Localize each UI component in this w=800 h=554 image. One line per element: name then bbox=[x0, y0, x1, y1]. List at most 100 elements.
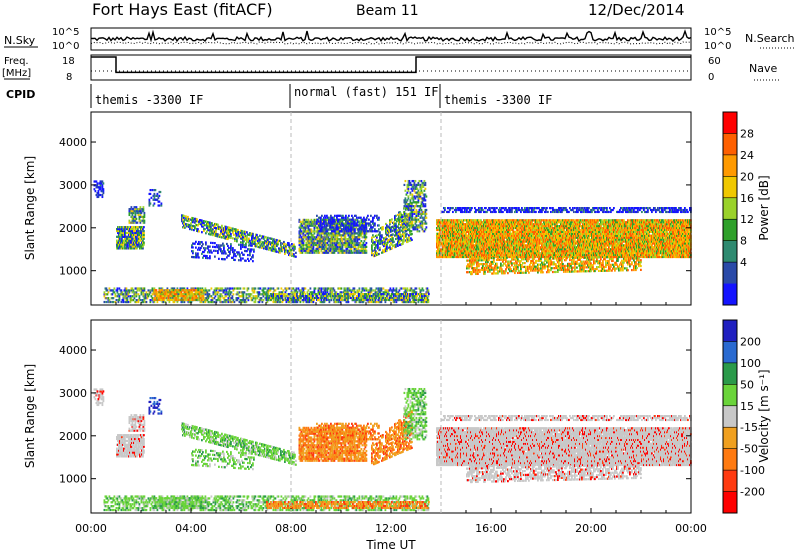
power-cell bbox=[301, 232, 304, 235]
power-cell bbox=[320, 232, 323, 235]
power-cell bbox=[465, 248, 467, 251]
power-cell bbox=[232, 249, 234, 252]
power-cell bbox=[311, 224, 314, 227]
power-cell bbox=[228, 232, 230, 235]
power-cell bbox=[458, 242, 460, 245]
power-cell bbox=[424, 183, 427, 187]
power-cell bbox=[119, 245, 121, 248]
power-cell bbox=[417, 201, 420, 204]
power-cell bbox=[502, 228, 504, 232]
power-cell bbox=[354, 240, 357, 243]
power-cell bbox=[402, 240, 404, 243]
power-cell bbox=[548, 252, 550, 255]
power-cell bbox=[119, 229, 121, 233]
power-cell bbox=[340, 234, 343, 237]
power-cell bbox=[322, 236, 325, 239]
power-cell bbox=[489, 228, 491, 232]
power-cell bbox=[500, 228, 502, 232]
power-cell bbox=[332, 236, 335, 239]
power-cell bbox=[207, 245, 209, 248]
power-cell bbox=[530, 230, 532, 234]
power-cell bbox=[141, 237, 143, 240]
power-cell bbox=[478, 219, 480, 222]
power-cell bbox=[521, 236, 523, 239]
power-cell bbox=[119, 231, 121, 235]
power-cell bbox=[504, 228, 506, 232]
power-cell bbox=[444, 221, 446, 224]
power-cell bbox=[356, 251, 359, 254]
power-cell bbox=[402, 242, 404, 245]
power-cell bbox=[259, 234, 261, 237]
power-cell bbox=[455, 255, 457, 259]
power-cell bbox=[334, 234, 337, 237]
power-cell bbox=[386, 245, 388, 248]
power-cell bbox=[232, 250, 234, 254]
power-cell bbox=[315, 251, 318, 254]
power-cell bbox=[407, 183, 410, 187]
power-cell bbox=[464, 248, 466, 251]
power-cell bbox=[301, 240, 304, 243]
power-cell bbox=[478, 234, 480, 237]
power-cell bbox=[531, 221, 533, 224]
power-cell bbox=[208, 249, 210, 252]
power-cell bbox=[450, 238, 452, 241]
power-cell bbox=[495, 246, 497, 249]
power-cell bbox=[206, 230, 208, 233]
power-cell bbox=[341, 220, 344, 223]
power-cell bbox=[377, 245, 379, 248]
power-cell bbox=[336, 216, 338, 219]
power-cell bbox=[531, 230, 533, 234]
power-cell bbox=[325, 243, 328, 247]
power-cell bbox=[479, 248, 481, 251]
power-cell bbox=[490, 255, 492, 259]
power-cell bbox=[371, 220, 373, 223]
power-cell bbox=[456, 238, 458, 241]
power-cell bbox=[334, 247, 337, 250]
power-cell bbox=[477, 246, 479, 249]
power-cell bbox=[525, 246, 527, 249]
power-cell bbox=[298, 230, 301, 233]
power-cell bbox=[498, 221, 500, 224]
power-cell bbox=[272, 245, 274, 248]
power-cell bbox=[205, 254, 207, 258]
power-cell bbox=[446, 253, 448, 257]
power-cell bbox=[302, 222, 305, 225]
power-cell bbox=[461, 252, 463, 255]
power-cell bbox=[446, 225, 448, 228]
power-cell bbox=[414, 197, 417, 200]
power-cell bbox=[412, 228, 415, 231]
power-cell bbox=[527, 228, 529, 232]
power-cell bbox=[486, 236, 488, 239]
power-cell bbox=[476, 225, 478, 228]
power-cell bbox=[299, 234, 302, 237]
power-cell bbox=[464, 246, 466, 249]
power-cell bbox=[522, 225, 524, 228]
power-cell bbox=[528, 234, 530, 237]
power-cell bbox=[305, 241, 308, 245]
power-cell bbox=[375, 254, 377, 257]
power-cell bbox=[372, 240, 374, 243]
power-cell bbox=[143, 226, 145, 229]
power-cell bbox=[467, 248, 469, 251]
power-cell bbox=[359, 216, 361, 219]
power-cell bbox=[447, 250, 449, 253]
power-cell bbox=[340, 218, 342, 221]
power-cell bbox=[96, 191, 99, 195]
power-cell bbox=[549, 252, 551, 255]
power-cell bbox=[294, 255, 296, 258]
power-cell bbox=[405, 230, 408, 233]
power-cell bbox=[230, 243, 232, 246]
power-cell bbox=[533, 223, 535, 226]
power-cell bbox=[100, 182, 103, 185]
power-cell bbox=[450, 244, 452, 247]
power-cell bbox=[436, 255, 438, 259]
power-cell bbox=[250, 244, 252, 247]
power-cell bbox=[419, 206, 422, 210]
power-cell bbox=[531, 236, 533, 239]
power-cell bbox=[439, 253, 441, 257]
power-cell bbox=[482, 242, 484, 245]
power-cell bbox=[312, 230, 315, 233]
power-cell bbox=[398, 230, 400, 234]
power-cell bbox=[539, 226, 541, 230]
power-cell bbox=[447, 248, 449, 251]
